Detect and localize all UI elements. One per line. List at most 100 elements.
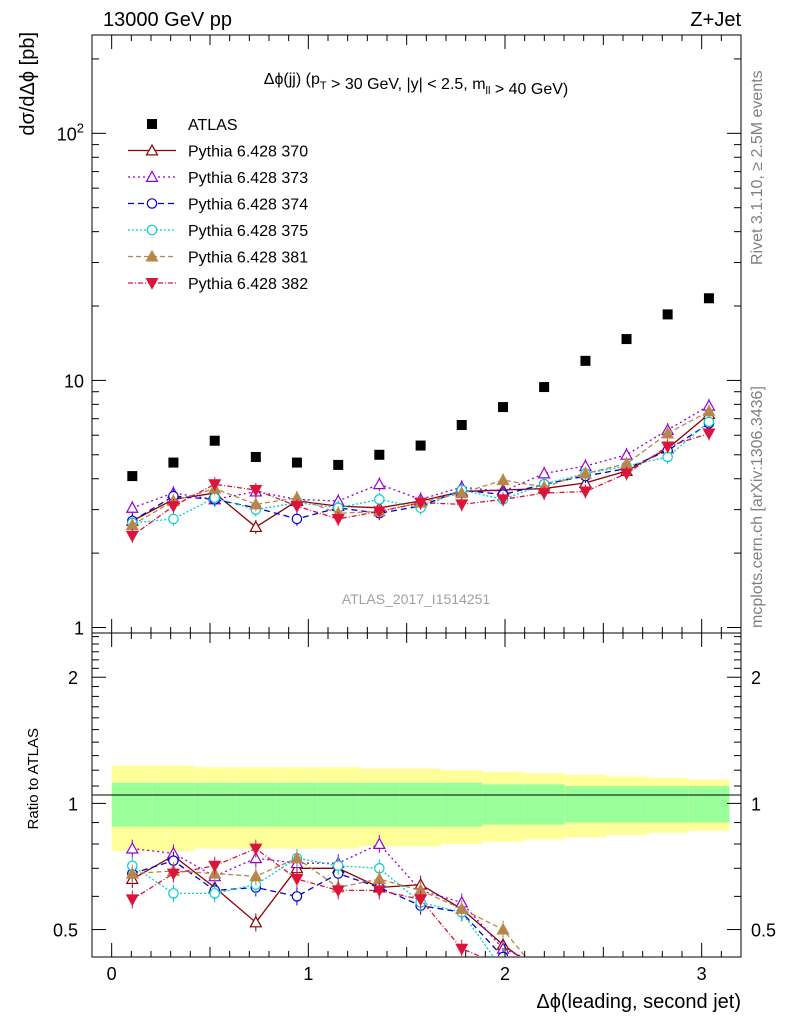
ratio-point [168, 888, 179, 899]
x-axis-label: Δϕ(leading, second jet) [536, 991, 741, 1013]
ratio-point [290, 874, 304, 886]
series-point [168, 513, 179, 525]
ratio-point [539, 969, 550, 979]
ratio-point [249, 915, 263, 928]
series-point [578, 486, 592, 499]
ratio-point [580, 1018, 591, 1024]
series-point [662, 451, 673, 463]
ratio-y-tick-label-right: 1 [751, 794, 761, 814]
series-point [620, 468, 634, 481]
ratio-point [290, 851, 304, 864]
legend-marker [145, 249, 159, 262]
green-band-bin [688, 786, 730, 823]
ratio-uncertainty-bands [111, 765, 730, 851]
ratio-point [372, 837, 386, 849]
ratio-point [455, 943, 469, 956]
ratio-y-axis-label: Ratio to ATLAS [25, 728, 42, 829]
atlas-data-point [168, 457, 179, 468]
ratio-point [249, 843, 263, 856]
ratio-point [331, 885, 345, 898]
atlas-data-point [703, 293, 714, 304]
atlas-data-point [209, 435, 220, 446]
main-panel-title: Δϕ(jj) (pT > 30 GeV, |y| < 2.5, mll > 40… [264, 71, 568, 98]
atlas-data-point [662, 309, 673, 320]
ratio-point [704, 1012, 713, 1021]
atlas-data-point [333, 459, 344, 470]
ratio-point [372, 885, 386, 898]
header-right-label: Z+Jet [690, 9, 741, 31]
main-y-tick-label: 1 [74, 618, 84, 638]
green-band-bin [400, 782, 442, 827]
series-point [537, 466, 551, 479]
atlas-data-point [250, 451, 261, 462]
atlas-data-point [456, 419, 467, 430]
legend-marker [145, 170, 159, 182]
legend-entry-label: Pythia 6.428 382 [188, 276, 308, 293]
atlas-data-point [374, 449, 385, 460]
ratio-point [166, 868, 180, 881]
series-point [414, 497, 428, 510]
series-point [703, 416, 715, 428]
ratio-panel-series [125, 834, 713, 1024]
ratio-panel-frame [91, 632, 742, 958]
series-point [331, 513, 345, 526]
ratio-point [539, 960, 550, 970]
atlas-data-point [127, 471, 138, 482]
header-left-label: 13000 GeV pp [103, 9, 232, 31]
ratio-point [249, 851, 263, 864]
legend-entry-label: Pythia 6.428 381 [188, 250, 308, 267]
ratio-point [539, 974, 550, 984]
main-panel-series [125, 293, 716, 543]
series-point [702, 404, 716, 417]
ratio-line-4 [131, 857, 494, 956]
series-line-5 [131, 410, 710, 526]
series-point [249, 497, 263, 510]
green-band-bin [276, 782, 318, 827]
series-point [496, 473, 510, 486]
series-point [496, 494, 510, 507]
x-tick-label: 1 [303, 964, 313, 984]
ratio-y-tick-label: 2 [68, 668, 78, 688]
analysis-id-label: ATLAS_2017_I1514251 [342, 591, 491, 607]
ratio-point [455, 902, 469, 914]
ratio-point [539, 980, 548, 989]
main-y-tick-label: 102 [57, 120, 84, 144]
series-point [208, 479, 222, 491]
series-point [661, 426, 675, 439]
ratio-y-tick-label-right: 0.5 [751, 921, 776, 941]
series-point [249, 485, 263, 497]
legend-entry-label: ATLAS [188, 117, 238, 134]
x-tick-label: 2 [500, 964, 510, 984]
atlas-data-point [498, 402, 509, 413]
series-point [661, 441, 675, 454]
ratio-y-tick-label-right: 2 [751, 668, 761, 688]
series-point [374, 494, 385, 505]
green-band-bin [647, 786, 689, 823]
legend: ATLAS Pythia 6.428 370 Pythia 6.428 373 Pyt… [128, 117, 308, 293]
x-axis-ticks: 0 1 2 3 [107, 35, 722, 984]
ratio-point [539, 975, 548, 984]
green-band-bin [317, 782, 359, 827]
ratio-point [125, 866, 139, 879]
green-band-bin [111, 782, 153, 827]
legend-entry-label: Pythia 6.428 373 [188, 170, 308, 187]
legend-marker [145, 143, 159, 156]
legend-entry-label: Pythia 6.428 370 [188, 144, 308, 161]
ratio-point [332, 860, 344, 871]
series-point [125, 501, 139, 513]
ratio-point [209, 888, 220, 899]
series-point [372, 477, 386, 490]
ratio-line-2 [132, 843, 523, 956]
series-point [166, 501, 180, 513]
main-y-axis-ticks: 1 10 102 [57, 58, 741, 638]
ratio-point [249, 869, 263, 882]
series-point [702, 428, 716, 441]
green-band-bin [523, 784, 565, 825]
ratio-y-tick-label: 0.5 [53, 921, 78, 941]
x-tick-label: 3 [697, 964, 707, 984]
atlas-data-point [621, 334, 632, 345]
x-tick-label: 0 [107, 964, 117, 984]
ratio-y-tick-label: 1 [68, 794, 78, 814]
legend-marker [145, 278, 159, 290]
ratio-point [414, 894, 428, 907]
